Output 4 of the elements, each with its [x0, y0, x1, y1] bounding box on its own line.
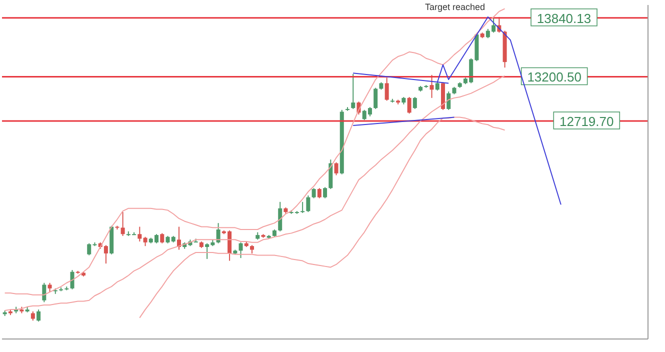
ref-line-label: 13840.13	[536, 10, 592, 26]
annotation: Target reached	[425, 2, 486, 12]
ref-line-label: 13200.50	[527, 70, 582, 85]
ref-line-label: 12719.70	[560, 114, 614, 129]
